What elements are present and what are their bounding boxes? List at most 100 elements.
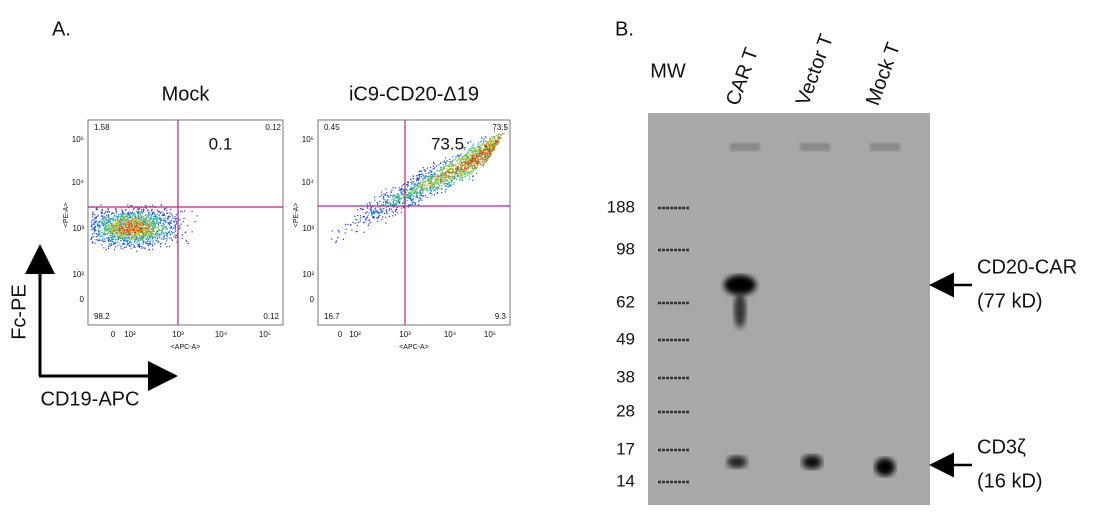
event-dot bbox=[461, 158, 463, 160]
event-dot bbox=[406, 194, 408, 196]
event-dot bbox=[153, 235, 155, 238]
event-dot bbox=[97, 234, 99, 236]
event-dot bbox=[152, 244, 154, 246]
event-dot bbox=[106, 219, 108, 222]
event-dot bbox=[379, 214, 381, 217]
event-dot bbox=[383, 213, 386, 215]
event-dot bbox=[161, 231, 163, 233]
event-dot bbox=[101, 235, 103, 237]
event-dot bbox=[473, 155, 475, 158]
event-dot bbox=[154, 237, 157, 239]
event-dot bbox=[370, 211, 373, 213]
event-dot bbox=[136, 223, 138, 225]
event-dot bbox=[108, 216, 110, 219]
x-tick-label: 10³ bbox=[172, 330, 184, 339]
event-dot bbox=[181, 211, 183, 213]
event-dot bbox=[142, 234, 144, 236]
event-dot bbox=[135, 210, 137, 213]
event-dot bbox=[138, 234, 140, 236]
event-dot bbox=[173, 221, 175, 223]
event-dot bbox=[149, 231, 152, 233]
event-dot bbox=[382, 196, 385, 198]
event-dot bbox=[141, 247, 143, 249]
event-dot bbox=[130, 224, 133, 226]
event-dot bbox=[429, 189, 431, 191]
event-dot bbox=[452, 171, 454, 173]
event-dot bbox=[395, 208, 398, 210]
event-dot bbox=[479, 145, 481, 147]
x-tick-label: 0 bbox=[338, 330, 343, 339]
event-dot bbox=[463, 171, 465, 173]
event-dot bbox=[474, 146, 476, 148]
event-dot bbox=[134, 231, 136, 233]
event-dot bbox=[337, 237, 339, 239]
event-dot bbox=[143, 222, 145, 224]
event-dot bbox=[439, 166, 442, 168]
event-dot bbox=[417, 179, 419, 181]
event-dot bbox=[413, 184, 415, 186]
event-dot bbox=[430, 170, 433, 172]
event-dot bbox=[484, 155, 486, 157]
event-dot bbox=[182, 220, 184, 223]
event-dot bbox=[139, 219, 141, 221]
event-dot bbox=[492, 139, 494, 141]
event-dot bbox=[479, 148, 481, 150]
event-dot bbox=[386, 199, 388, 201]
event-dot bbox=[401, 188, 403, 190]
event-dot bbox=[183, 217, 185, 219]
event-dot bbox=[396, 196, 398, 198]
event-dot bbox=[435, 182, 437, 184]
event-dot bbox=[471, 164, 473, 166]
event-dot bbox=[148, 233, 150, 235]
event-dot bbox=[491, 144, 493, 146]
event-dot bbox=[475, 149, 477, 151]
event-dot bbox=[115, 232, 117, 234]
event-dot bbox=[137, 212, 139, 214]
event-dot bbox=[452, 156, 454, 158]
event-dot bbox=[117, 233, 119, 235]
event-dot bbox=[150, 231, 152, 234]
event-dot bbox=[400, 211, 402, 213]
event-dot bbox=[500, 134, 502, 136]
event-dot bbox=[435, 177, 437, 179]
event-dot bbox=[456, 168, 458, 170]
event-dot bbox=[140, 219, 142, 221]
event-dot bbox=[417, 177, 419, 179]
event-dot bbox=[477, 158, 479, 160]
event-dot bbox=[125, 218, 127, 220]
event-dot bbox=[142, 221, 145, 223]
event-dot bbox=[388, 196, 390, 198]
event-dot bbox=[133, 230, 136, 232]
event-dot bbox=[143, 227, 145, 229]
event-dot bbox=[456, 174, 459, 176]
event-dot bbox=[136, 225, 139, 227]
event-dot bbox=[408, 195, 411, 197]
event-dot bbox=[152, 233, 155, 235]
event-dot bbox=[128, 214, 130, 216]
event-dot bbox=[120, 216, 122, 218]
event-dot bbox=[455, 158, 457, 160]
event-dot bbox=[442, 174, 444, 176]
event-dot bbox=[431, 187, 433, 189]
event-dot bbox=[160, 218, 162, 220]
event-dot bbox=[457, 165, 459, 168]
event-dot bbox=[142, 229, 144, 232]
event-dot bbox=[493, 136, 495, 138]
event-dot bbox=[152, 236, 154, 238]
event-dot bbox=[482, 151, 484, 154]
event-dot bbox=[410, 190, 412, 192]
event-dot bbox=[432, 168, 434, 170]
event-dot bbox=[367, 214, 369, 216]
event-dot bbox=[472, 147, 474, 149]
event-dot bbox=[162, 237, 164, 239]
event-dot bbox=[117, 234, 119, 237]
event-dot bbox=[432, 184, 434, 186]
event-dot bbox=[464, 167, 467, 169]
event-dot bbox=[464, 162, 466, 165]
y-tick-label: 10⁴ bbox=[302, 178, 315, 187]
event-dot bbox=[105, 226, 107, 229]
event-dot bbox=[142, 240, 144, 242]
event-dot bbox=[118, 219, 120, 221]
event-dot bbox=[359, 208, 361, 210]
event-dot bbox=[144, 235, 146, 237]
